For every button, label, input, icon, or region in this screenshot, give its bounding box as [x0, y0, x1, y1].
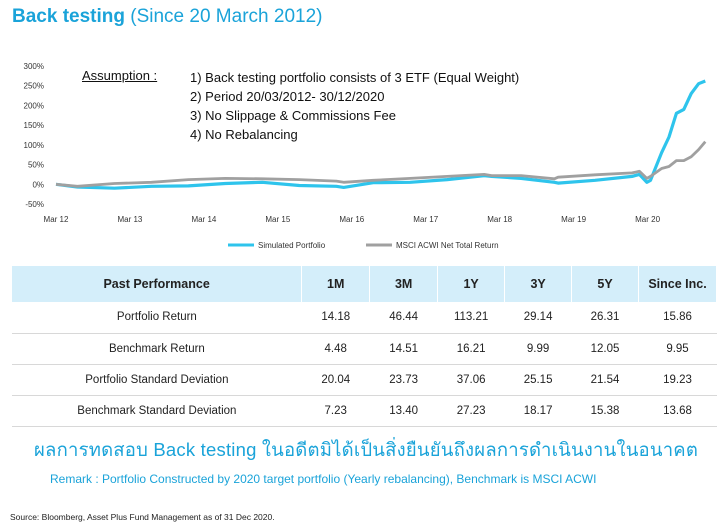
table-cell: 9.95 [638, 333, 717, 365]
header-cell: 3Y [504, 266, 573, 302]
y-tick-label: 100% [24, 141, 44, 150]
remark-text: Remark : Portfolio Constructed by 2020 t… [50, 472, 597, 486]
y-tick-label: -50% [25, 200, 44, 209]
assumption-item: 2) Period 20/03/2012- 30/12/2020 [190, 89, 385, 104]
row-label: Benchmark Return [12, 333, 302, 365]
table-cell: 15.38 [571, 395, 639, 427]
x-tick-label: Mar 15 [265, 215, 290, 224]
disclaimer-headline: ผลการทดสอบ Back testing ในอดีตมิได้เป็นส… [34, 439, 699, 460]
header-cell: 1Y [437, 266, 506, 302]
row-label: Benchmark Standard Deviation [12, 395, 302, 427]
assumption-item: 3) No Slippage & Commissions Fee [190, 108, 396, 123]
table-cell: 20.04 [301, 364, 370, 396]
table-cell: 21.54 [571, 364, 639, 396]
table-row: Portfolio Standard Deviation 20.04 23.73… [12, 364, 717, 396]
header-cell: 5Y [571, 266, 640, 302]
y-tick-label: 250% [24, 82, 44, 91]
legend-label: MSCI ACWI Net Total Return [396, 241, 499, 250]
assumption-item: 1) Back testing portfolio consists of 3 … [190, 70, 520, 85]
row-label: Portfolio Standard Deviation [12, 364, 302, 396]
assumption-list: 1) Back testing portfolio consists of 3 … [190, 68, 519, 144]
table-cell: 25.15 [504, 364, 572, 396]
header-cell: 3M [369, 266, 439, 302]
table-cell: 16.21 [437, 333, 505, 365]
table-cell: 14.18 [301, 302, 370, 334]
table-cell: 23.73 [369, 364, 438, 396]
table-row: Benchmark Return 4.48 14.51 16.21 9.99 1… [12, 333, 717, 365]
table-cell: 15.86 [638, 302, 717, 334]
x-tick-label: Mar 17 [413, 215, 438, 224]
table-cell: 27.23 [437, 395, 505, 427]
table-header-row: Past Performance 1M 3M 1Y 3Y 5Y Since In… [12, 266, 717, 302]
title-period: (Since 20 March 2012) [130, 6, 323, 27]
table-cell: 9.99 [504, 333, 572, 365]
header-cell: Since Inc. [638, 266, 717, 302]
y-tick-label: 150% [24, 121, 44, 130]
table-row: Benchmark Standard Deviation 7.23 13.40 … [12, 395, 717, 427]
series-line-benchmark [55, 140, 707, 188]
table-cell: 18.17 [504, 395, 572, 427]
x-tick-label: Mar 13 [117, 215, 142, 224]
x-tick-label: Mar 20 [635, 215, 660, 224]
table-cell: 4.48 [301, 333, 370, 365]
row-label: Portfolio Return [12, 302, 302, 334]
source-note: Source: Bloomberg, Asset Plus Fund Manag… [10, 512, 275, 522]
assumption-label: Assumption : [82, 68, 158, 83]
table-cell: 46.44 [369, 302, 438, 334]
table-cell: 14.51 [369, 333, 438, 365]
x-tick-label: Mar 18 [487, 215, 512, 224]
x-tick-label: Mar 14 [191, 215, 216, 224]
table-cell: 13.68 [638, 395, 717, 427]
backtest-line-chart: 300% 250% 200% 150% 100% 50% 0% -50%Mar 12 Mar 1… [24, 62, 707, 250]
series-line-portfolio [55, 79, 706, 190]
table-row: Portfolio Return 14.18 46.44 113.21 29.1… [12, 302, 717, 334]
assumption-item: 4) No Rebalancing [190, 127, 298, 142]
x-tick-label: Mar 16 [339, 215, 364, 224]
table-cell: 12.05 [571, 333, 639, 365]
x-tick-label: Mar 12 [44, 215, 69, 224]
past-performance-table: Past Performance 1M 3M 1Y 3Y 5Y Since In… [12, 266, 717, 427]
y-tick-label: 200% [24, 101, 44, 110]
table-cell: 37.06 [437, 364, 505, 396]
page-title: Back testing (Since 20 March 2012) [12, 6, 322, 28]
title-main: Back testing [12, 6, 125, 27]
x-tick-label: Mar 19 [561, 215, 586, 224]
table-cell: 26.31 [571, 302, 639, 334]
table-cell: 29.14 [504, 302, 572, 334]
table-cell: 7.23 [301, 395, 370, 427]
header-cell: 1M [301, 266, 371, 302]
y-tick-label: 50% [28, 161, 44, 170]
table-cell: 13.40 [369, 395, 438, 427]
header-cell: Past Performance [12, 266, 303, 302]
legend-label: Simulated Portfolio [258, 241, 326, 250]
table-cell: 19.23 [638, 364, 717, 396]
y-tick-label: 300% [24, 62, 44, 71]
table-cell: 113.21 [437, 302, 505, 334]
y-tick-label: 0% [32, 180, 44, 189]
